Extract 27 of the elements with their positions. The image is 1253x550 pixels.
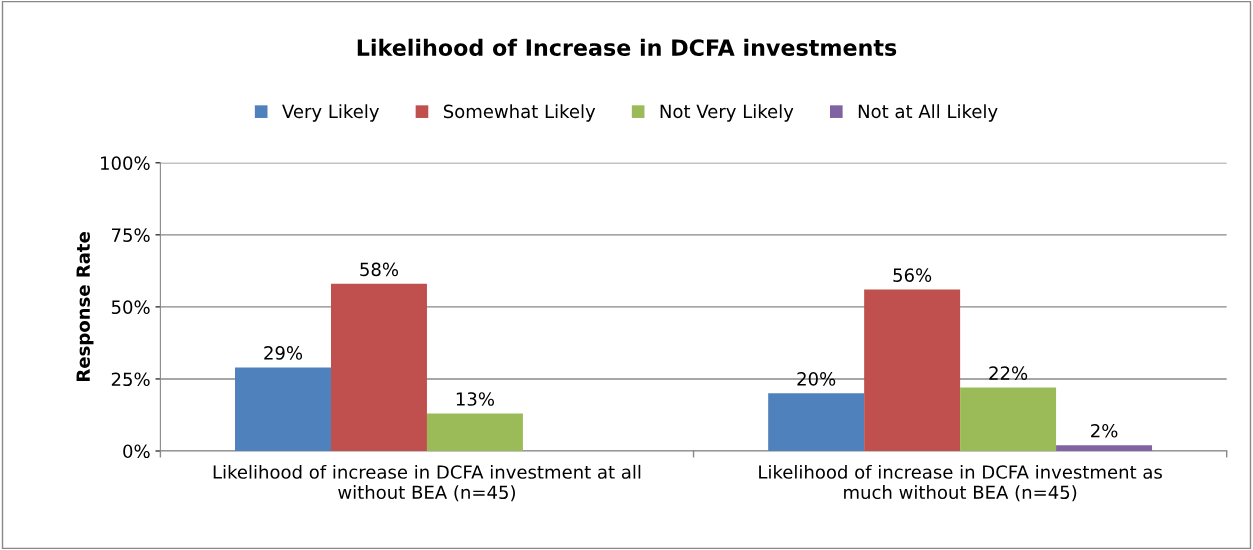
bar [1056,445,1153,451]
x-tick-label: Likelihood of increase in DCFA investment as much without BEA (n=45) [759,464,1162,502]
data-label: 20% [797,372,836,386]
bar [864,289,961,451]
bar [330,283,427,451]
data-label: 56% [893,268,932,282]
y-axis-title: Response Rate [76,232,94,381]
y-tick-label: 50% [111,300,150,315]
bar [235,367,331,451]
legend-label: Not at All Likely [858,104,998,122]
y-tick-label: 0% [123,444,150,459]
data-label: 13% [456,392,495,406]
bar [426,413,523,451]
y-tick-label: 25% [111,372,150,387]
data-label: 22% [989,366,1028,380]
y-tick-label: 100% [101,156,150,170]
legend-label: Not Very Likely [660,104,794,122]
legend-label: Somewhat Likely [443,104,596,122]
chart-title: Likelihood of Increase in DCFA investments [357,38,897,56]
data-label: 29% [264,346,303,360]
bar [960,387,1057,451]
legend-label: Very Likely [282,104,379,122]
y-tick-label: 75% [112,228,150,242]
data-label: 58% [360,262,399,277]
bar [768,393,865,451]
data-label: 2% [1091,423,1118,438]
x-tick-label: Likelihood of increase in DCFA investment at all without BEA (n=45) [213,464,641,502]
